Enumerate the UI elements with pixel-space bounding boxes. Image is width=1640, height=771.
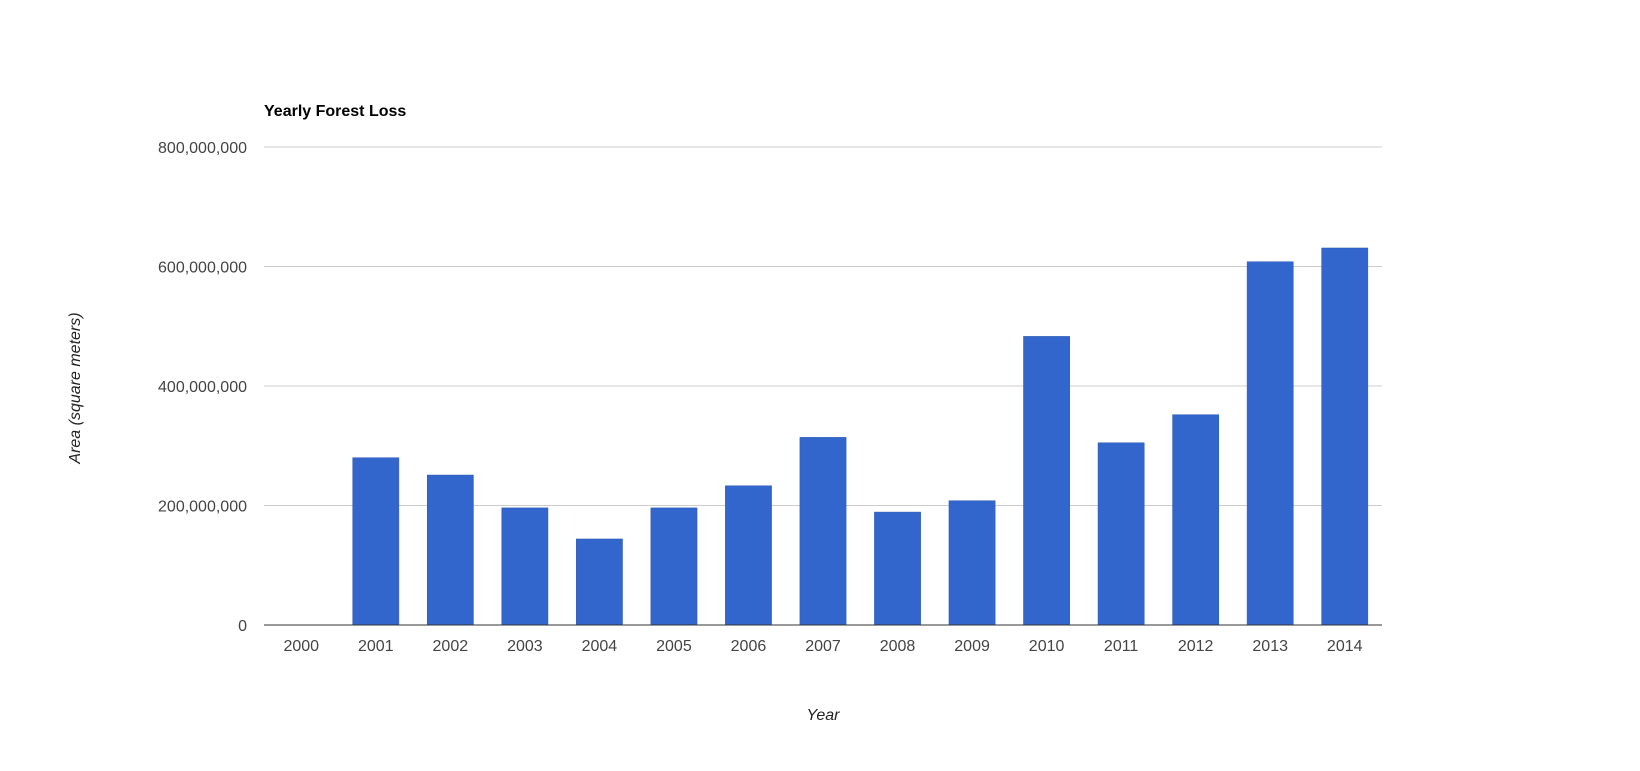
x-tick-label: 2013 [1252,638,1288,655]
bar-2004 [576,538,623,626]
x-axis-title: Year [807,707,841,724]
x-tick-label: 2004 [582,638,618,655]
bar-2008 [874,511,921,626]
y-tick-label: 200,000,000 [158,499,247,516]
x-tick-label: 2012 [1178,638,1214,655]
x-tick-label: 2007 [805,638,841,655]
y-tick-label: 0 [238,618,247,635]
bar-2012 [1172,414,1220,626]
chart-title: Yearly Forest Loss [264,103,406,120]
x-tick-label: 2005 [656,638,692,655]
bar-2006 [725,485,772,626]
bar-2010 [1023,336,1070,626]
bar-2001 [352,457,400,626]
x-tick-label: 2010 [1029,638,1065,655]
bar-2002 [426,474,474,626]
bar-2011 [1097,442,1145,626]
y-tick-label: 600,000,000 [158,260,247,277]
y-axis-tick-labels: 0 200,000,000 400,000,000 600,000,000 800,00… [158,140,247,635]
x-tick-label: 2002 [433,638,469,655]
x-tick-label: 2011 [1104,638,1139,655]
bar-2009 [948,500,996,626]
y-tick-label: 800,000,000 [158,140,247,157]
y-tick-label: 400,000,000 [158,379,247,396]
y-axis-title: Area (square meters) [67,312,84,464]
bar-2005 [650,507,698,626]
x-tick-label: 2009 [954,638,990,655]
bar-2003 [501,507,549,626]
bar-2013 [1246,261,1294,626]
x-tick-label: 2014 [1327,638,1363,655]
x-tick-label: 2001 [358,638,394,655]
bar-2007 [799,437,847,626]
x-tick-label: 2000 [283,638,319,655]
bar-2014 [1321,247,1369,626]
bars [352,247,1369,626]
x-tick-label: 2008 [880,638,916,655]
x-tick-label: 2006 [731,638,767,655]
x-tick-label: 2003 [507,638,543,655]
x-axis-tick-labels: 2000 2001 2002 2003 2004 2005 2006 2007 2008 2009… [283,638,1362,655]
